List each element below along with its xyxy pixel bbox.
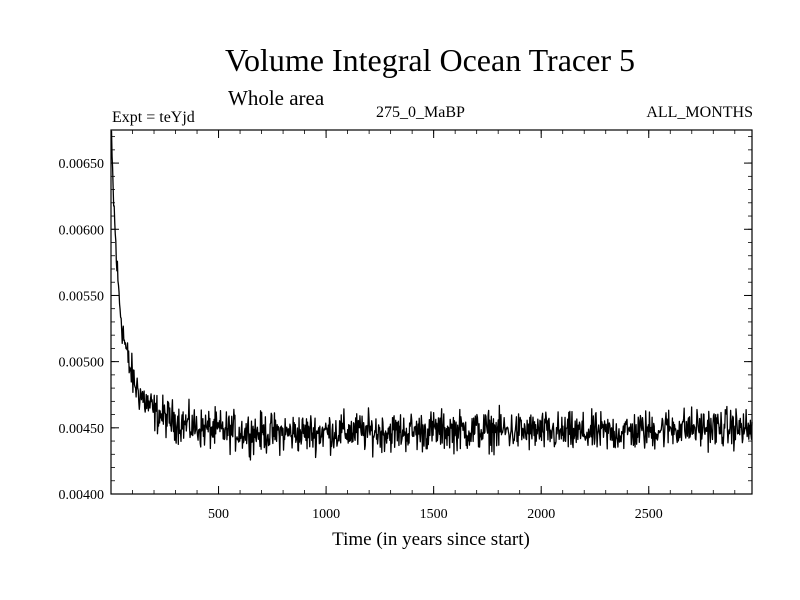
y-tick-label: 0.00600	[59, 223, 105, 238]
experiment-label: Expt = teYjd	[112, 109, 195, 126]
x-axis-label: Time (in years since start)	[332, 529, 530, 550]
chart-title: Volume Integral Ocean Tracer 5	[225, 42, 635, 78]
months-label: ALL_MONTHS	[646, 104, 753, 121]
series-layer	[110, 130, 753, 461]
x-tick-label: 1000	[312, 507, 340, 522]
x-tick-label: 2500	[635, 507, 663, 522]
chart-subtitle: Whole area	[228, 86, 325, 110]
y-axis: 0.00400 0.00450 0.00500 0.00550 0.00600 0.006…	[59, 136, 752, 503]
y-tick-label: 0.00550	[59, 289, 105, 304]
x-axis: 500 1000 1500 2000 2500	[132, 130, 736, 522]
y-tick-label: 0.00450	[59, 422, 105, 437]
x-tick-label: 1500	[420, 507, 448, 522]
y-tick-label: 0.00650	[59, 157, 105, 172]
y-tick-label: 0.00400	[59, 488, 105, 503]
x-tick-label: 2000	[527, 507, 555, 522]
series-line	[110, 130, 753, 461]
plot-frame	[110, 129, 753, 495]
x-tick-label: 500	[208, 507, 229, 522]
period-label: 275_0_MaBP	[376, 104, 465, 121]
y-tick-label: 0.00500	[59, 356, 105, 371]
